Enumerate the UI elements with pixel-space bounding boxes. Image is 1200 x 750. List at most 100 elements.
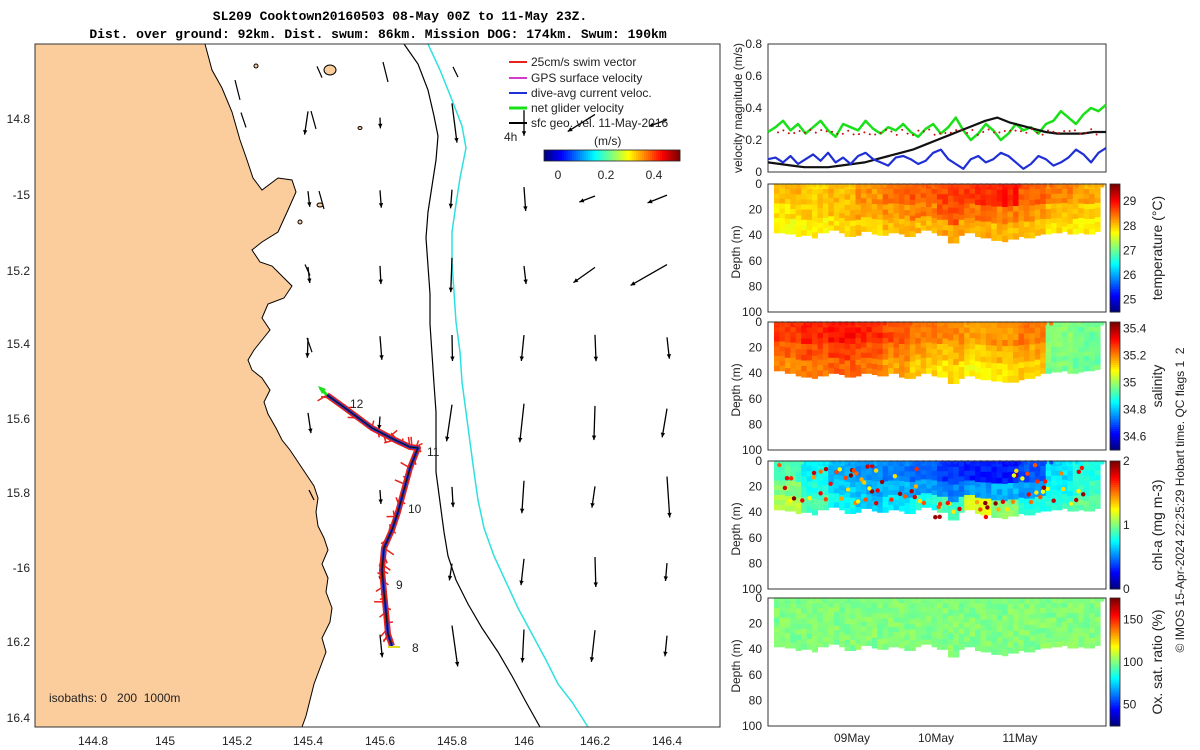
section-cell <box>915 632 922 638</box>
geo-vector-head <box>520 657 525 663</box>
section-cell <box>822 485 829 491</box>
section-cell <box>899 371 905 378</box>
section-cell <box>877 194 884 200</box>
section-cell <box>1051 470 1058 477</box>
section-cell <box>909 640 916 646</box>
section-cell <box>1067 327 1074 333</box>
section-cell <box>817 188 824 195</box>
section-cell <box>942 639 949 645</box>
section-cell <box>801 184 808 190</box>
section-cell <box>1007 461 1014 468</box>
section-cell <box>1056 632 1063 638</box>
section-cell <box>844 231 851 237</box>
section-colorbar-cell <box>1110 428 1120 432</box>
section-cell <box>1083 466 1090 472</box>
map-legend: 25cm/s swim vector GPS surface velocity … <box>504 55 681 182</box>
section-cell <box>920 625 927 631</box>
section-cell <box>1056 627 1063 633</box>
section-cell <box>774 602 780 609</box>
section-colorbar-cell <box>1110 615 1120 618</box>
section-cell <box>844 508 851 514</box>
map-colorbar-cell <box>560 150 563 161</box>
section-cell <box>860 352 867 359</box>
geo-vector <box>630 264 668 286</box>
section-cell <box>931 490 938 496</box>
section-cell <box>866 322 873 328</box>
section-cell <box>828 470 835 476</box>
section-cell <box>899 471 905 477</box>
section-cell <box>1094 494 1101 500</box>
section-cell <box>822 636 829 643</box>
section-cell <box>888 208 895 214</box>
section-cell <box>920 634 927 641</box>
swim-vector <box>388 429 398 438</box>
swim-speed-marker <box>917 129 920 132</box>
geo-vector-head <box>579 198 585 203</box>
section-cell <box>991 333 998 341</box>
section-cell <box>1056 465 1063 472</box>
section-cell <box>1051 218 1058 224</box>
section-colorbar-cell <box>1110 284 1120 287</box>
section-cell <box>839 627 846 633</box>
section-cell <box>985 509 992 516</box>
section-cell <box>980 200 987 207</box>
section-cell <box>822 218 829 224</box>
section-colorbar-cell <box>1110 349 1120 353</box>
section-cell <box>779 198 786 205</box>
section-colorbar-cell <box>1110 463 1120 466</box>
section-cell <box>790 505 797 512</box>
section-cell <box>893 208 900 214</box>
section-cell <box>1045 481 1052 487</box>
section-cell <box>937 322 943 329</box>
section-cell <box>828 357 835 364</box>
chl-sample <box>854 471 859 476</box>
section-cell <box>980 327 987 335</box>
section-cell <box>975 634 981 641</box>
section-cell <box>942 327 949 334</box>
section-colorbar-cell <box>1110 465 1120 468</box>
map-colorbar <box>543 149 681 162</box>
swim-vector <box>317 394 328 402</box>
swim-speed-marker <box>901 128 904 131</box>
section-colorbar-cell <box>1110 443 1120 447</box>
section-cell <box>1045 603 1052 609</box>
section-cell <box>860 503 867 509</box>
chl-sample <box>845 487 851 492</box>
section-cell <box>855 623 862 630</box>
section-colorbar-cell <box>1110 424 1120 427</box>
section-cell <box>1034 214 1041 221</box>
net-velocity-head <box>318 386 326 394</box>
section-cell <box>806 371 813 378</box>
section-cell <box>779 627 786 633</box>
section-cell <box>1040 357 1047 364</box>
section-cell <box>904 471 911 478</box>
swim-speed-marker <box>912 133 914 136</box>
section-cell <box>822 198 829 205</box>
section-cell <box>969 218 976 224</box>
section-cell <box>964 641 971 648</box>
section-colorbar-cell <box>1110 471 1120 475</box>
section-cell <box>877 639 884 645</box>
section-cell <box>1007 328 1014 335</box>
section-cell <box>833 502 840 508</box>
swim-speed-marker <box>820 129 823 132</box>
section-cell <box>1023 221 1030 228</box>
section-cell <box>855 644 862 650</box>
geo-vector-head <box>450 356 455 362</box>
section-cell <box>833 625 840 631</box>
section-cell <box>790 603 797 609</box>
map-y-axis: 14.8 -15 15.2 15.4 15.6 15.8 -16 16.2 16… <box>7 112 31 725</box>
section-cell <box>1083 613 1090 619</box>
chl-sample <box>879 479 885 485</box>
section-cell <box>1002 644 1009 651</box>
section-cell <box>1002 334 1009 341</box>
section-cell <box>937 338 943 345</box>
section-cell <box>909 629 916 636</box>
chl-sample <box>1025 471 1030 476</box>
section-cell <box>1013 609 1020 616</box>
section-cell <box>860 198 867 204</box>
section-cell <box>909 194 916 201</box>
section-cell <box>833 202 840 208</box>
section-cell <box>1040 481 1047 487</box>
map-colorbar-cell <box>558 150 561 161</box>
